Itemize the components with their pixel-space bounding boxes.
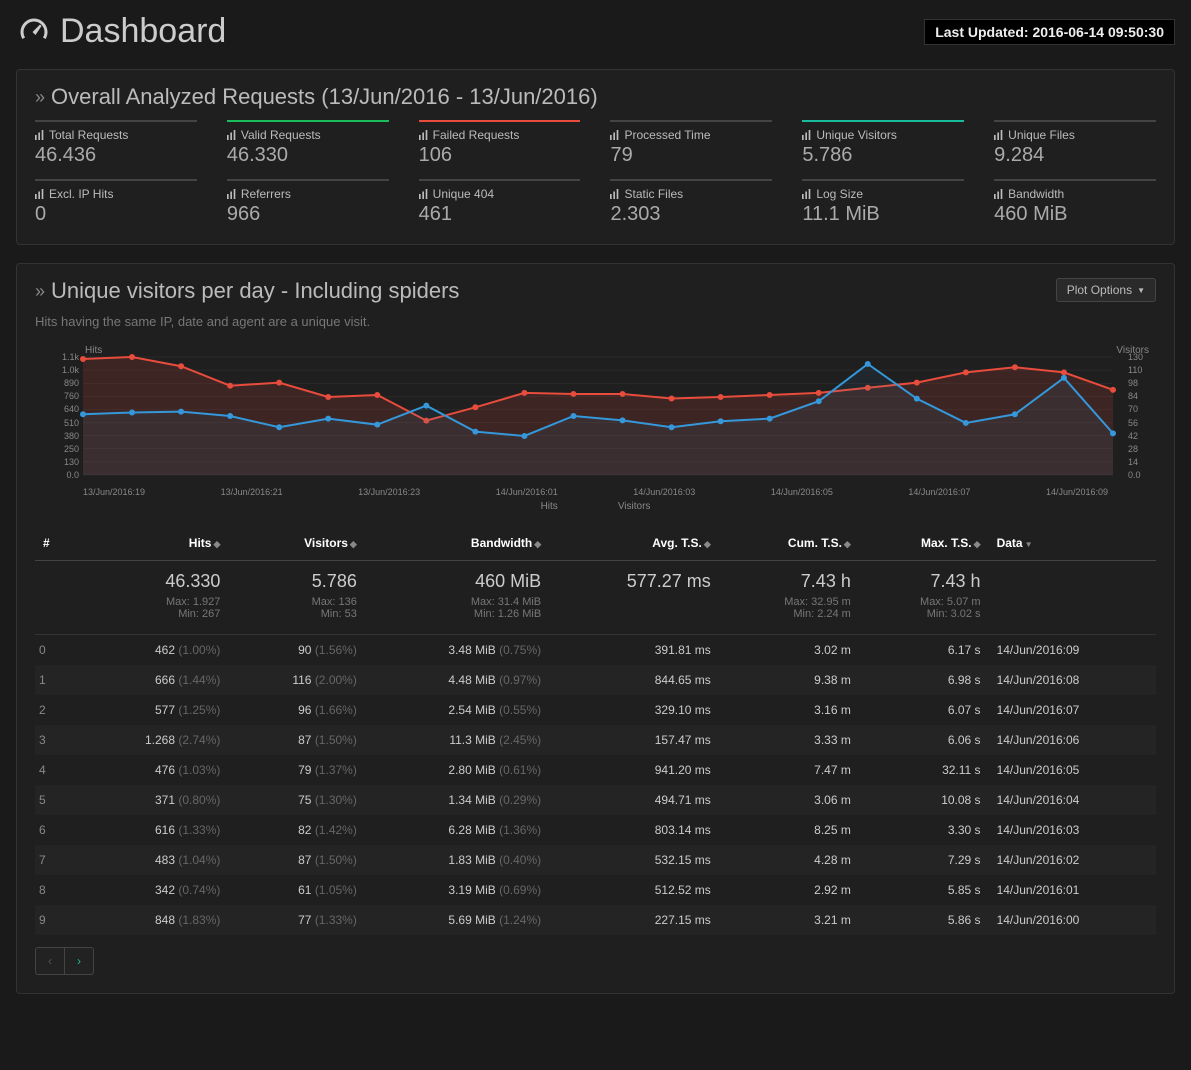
table-header-row: #Hits◆Visitors◆Bandwidth◆Avg. T.S.◆Cum. … xyxy=(35,526,1156,561)
table-row: 1666 (1.44%)116 (2.00%)4.48 MiB (0.97%)8… xyxy=(35,665,1156,695)
stat-box: Bandwidth 460 MiB xyxy=(994,179,1156,226)
header-row: Dashboard Last Updated: 2016-06-14 09:50… xyxy=(16,12,1175,51)
table-row: 6616 (1.33%)82 (1.42%)6.28 MiB (1.36%)80… xyxy=(35,815,1156,845)
stat-label: Processed Time xyxy=(610,128,772,142)
table-row: 9848 (1.83%)77 (1.33%)5.69 MiB (1.24%)22… xyxy=(35,905,1156,935)
stat-label: Unique Files xyxy=(994,128,1156,142)
stat-box: Unique Visitors 5.786 xyxy=(802,120,964,167)
summary-row: 46.3305.786460 MiB577.27 ms7.43 h7.43 h xyxy=(35,561,1156,597)
data-table: #Hits◆Visitors◆Bandwidth◆Avg. T.S.◆Cum. … xyxy=(35,526,1156,935)
visitors-panel: » Unique visitors per day - Including sp… xyxy=(16,263,1175,994)
prev-page-button[interactable]: ‹ xyxy=(35,947,65,975)
plot-options-button[interactable]: Plot Options ▼ xyxy=(1056,278,1156,302)
column-header[interactable]: Avg. T.S.◆ xyxy=(549,526,719,561)
x-axis-labels: 13/Jun/2016:1913/Jun/2016:2113/Jun/2016:… xyxy=(35,487,1156,497)
page-title: Dashboard xyxy=(16,12,226,51)
stat-box: Total Requests 46.436 xyxy=(35,120,197,167)
axis-name-hits: Hits xyxy=(541,501,558,512)
visitors-panel-title: » Unique visitors per day - Including sp… xyxy=(35,278,459,304)
column-header[interactable]: Hits◆ xyxy=(73,526,228,561)
stats-grid: Total Requests 46.436 Valid Requests 46.330… xyxy=(35,120,1156,226)
stat-label: Unique 404 xyxy=(419,187,581,201)
line-chart xyxy=(35,345,1147,487)
column-header[interactable]: Cum. T.S.◆ xyxy=(719,526,859,561)
stat-label: Excl. IP Hits xyxy=(35,187,197,201)
chevron-right-icon: » xyxy=(35,281,39,302)
page-title-text: Dashboard xyxy=(60,12,226,51)
stat-label: Unique Visitors xyxy=(802,128,964,142)
stat-value: 461 xyxy=(419,203,581,226)
column-header[interactable]: Max. T.S.◆ xyxy=(859,526,989,561)
column-header[interactable]: Bandwidth◆ xyxy=(365,526,549,561)
stat-box: Log Size 11.1 MiB xyxy=(802,179,964,226)
stat-box: Valid Requests 46.330 xyxy=(227,120,389,167)
stat-label: Log Size xyxy=(802,187,964,201)
y-axis-left: 1.1k1.0k8907606405103802501300.0 xyxy=(35,357,83,487)
stat-label: Valid Requests xyxy=(227,128,389,142)
stat-label: Bandwidth xyxy=(994,187,1156,201)
stat-value: 11.1 MiB xyxy=(802,203,964,226)
stat-value: 2.303 xyxy=(610,203,772,226)
stat-value: 9.284 xyxy=(994,144,1156,167)
y-axis-right: 130110988470564228140.0 xyxy=(1124,357,1156,487)
next-page-button[interactable]: › xyxy=(64,947,94,975)
chart-container: Hits Visitors 1.1k1.0k890760640510380250… xyxy=(35,345,1156,512)
table-body: 46.3305.786460 MiB577.27 ms7.43 h7.43 hM… xyxy=(35,561,1156,936)
table-row: 4476 (1.03%)79 (1.37%)2.80 MiB (0.61%)94… xyxy=(35,755,1156,785)
visitors-subtitle: Hits having the same IP, date and agent … xyxy=(35,314,459,329)
column-header: # xyxy=(35,526,73,561)
stat-box: Referrers 966 xyxy=(227,179,389,226)
stat-box: Unique Files 9.284 xyxy=(994,120,1156,167)
column-header[interactable]: Data▼ xyxy=(989,526,1156,561)
y-left-label: Hits xyxy=(85,345,102,356)
stat-label: Total Requests xyxy=(35,128,197,142)
pagination: ‹ › xyxy=(35,947,1156,975)
column-header[interactable]: Visitors◆ xyxy=(228,526,364,561)
stat-value: 46.330 xyxy=(227,144,389,167)
table-row: 2577 (1.25%)96 (1.66%)2.54 MiB (0.55%)32… xyxy=(35,695,1156,725)
overall-panel-title: » Overall Analyzed Requests (13/Jun/2016… xyxy=(35,84,1156,110)
table-row: 0462 (1.00%)90 (1.56%)3.48 MiB (0.75%)39… xyxy=(35,635,1156,666)
summary-min-row: Min: 267Min: 53Min: 1.26 MiBMin: 2.24 mM… xyxy=(35,608,1156,635)
stat-box: Static Files 2.303 xyxy=(610,179,772,226)
table-row: 8342 (0.74%)61 (1.05%)3.19 MiB (0.69%)51… xyxy=(35,875,1156,905)
stat-value: 5.786 xyxy=(802,144,964,167)
axis-name-visitors: Visitors xyxy=(618,501,651,512)
stat-value: 46.436 xyxy=(35,144,197,167)
stat-label: Static Files xyxy=(610,187,772,201)
chevron-right-icon: » xyxy=(35,87,39,108)
last-updated-badge: Last Updated: 2016-06-14 09:50:30 xyxy=(924,19,1175,45)
stat-value: 79 xyxy=(610,144,772,167)
stat-box: Failed Requests 106 xyxy=(419,120,581,167)
stat-box: Unique 404 461 xyxy=(419,179,581,226)
stat-value: 966 xyxy=(227,203,389,226)
table-row: 5371 (0.80%)75 (1.30%)1.34 MiB (0.29%)49… xyxy=(35,785,1156,815)
table-row: 7483 (1.04%)87 (1.50%)1.83 MiB (0.40%)53… xyxy=(35,845,1156,875)
stat-value: 0 xyxy=(35,203,197,226)
stat-box: Excl. IP Hits 0 xyxy=(35,179,197,226)
stat-value: 106 xyxy=(419,144,581,167)
table-row: 31.268 (2.74%)87 (1.50%)11.3 MiB (2.45%)… xyxy=(35,725,1156,755)
stat-value: 460 MiB xyxy=(994,203,1156,226)
stat-label: Failed Requests xyxy=(419,128,581,142)
caret-down-icon: ▼ xyxy=(1137,286,1145,295)
dashboard-icon xyxy=(16,14,52,50)
stat-box: Processed Time 79 xyxy=(610,120,772,167)
stat-label: Referrers xyxy=(227,187,389,201)
overall-panel: » Overall Analyzed Requests (13/Jun/2016… xyxy=(16,69,1175,245)
summary-max-row: Max: 1.927Max: 136Max: 31.4 MiBMax: 32.9… xyxy=(35,596,1156,608)
